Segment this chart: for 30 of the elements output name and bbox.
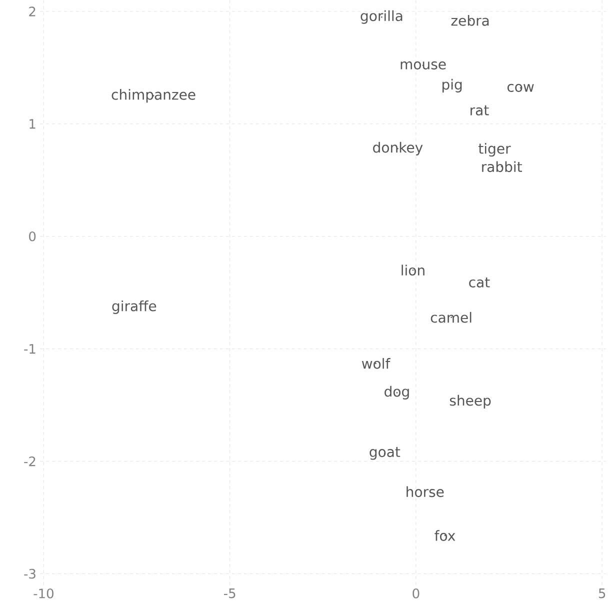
y-tick-label: -2 bbox=[24, 456, 36, 466]
data-label: horse bbox=[406, 486, 444, 498]
y-tick-label: 0 bbox=[29, 231, 36, 242]
data-label: mouse bbox=[401, 61, 446, 70]
data-label: camel bbox=[431, 312, 472, 323]
data-label: fox bbox=[434, 530, 456, 541]
x-tick-label: 5 bbox=[599, 588, 606, 598]
data-label: sheep bbox=[450, 394, 491, 408]
data-label: tiger bbox=[478, 143, 512, 157]
data-label: lion bbox=[402, 264, 425, 276]
x-tick-label: -10 bbox=[34, 588, 54, 598]
y-tick-label: -3 bbox=[24, 568, 36, 579]
data-label: goat bbox=[370, 447, 400, 460]
y-tick-label: 1 bbox=[30, 119, 36, 129]
data-label: rabbit bbox=[482, 161, 522, 172]
y-tick-label: 2 bbox=[29, 6, 36, 16]
data-label: cow bbox=[508, 84, 534, 92]
data-label: pig bbox=[442, 78, 462, 92]
data-label: rat bbox=[470, 105, 490, 116]
data-label: wolf bbox=[362, 358, 391, 369]
x-tick-label: -5 bbox=[224, 588, 236, 598]
y-tick-label: -1 bbox=[24, 344, 36, 354]
data-label: cat bbox=[469, 277, 490, 288]
data-label: gorilla bbox=[360, 10, 402, 24]
x-tick-label: 0 bbox=[412, 588, 420, 598]
data-label: dog bbox=[384, 386, 410, 400]
data-label: giraffe bbox=[112, 300, 156, 314]
data-label: donkey bbox=[373, 142, 423, 156]
data-label: chimpanzee bbox=[112, 89, 196, 103]
data-label: zebra bbox=[452, 15, 489, 26]
